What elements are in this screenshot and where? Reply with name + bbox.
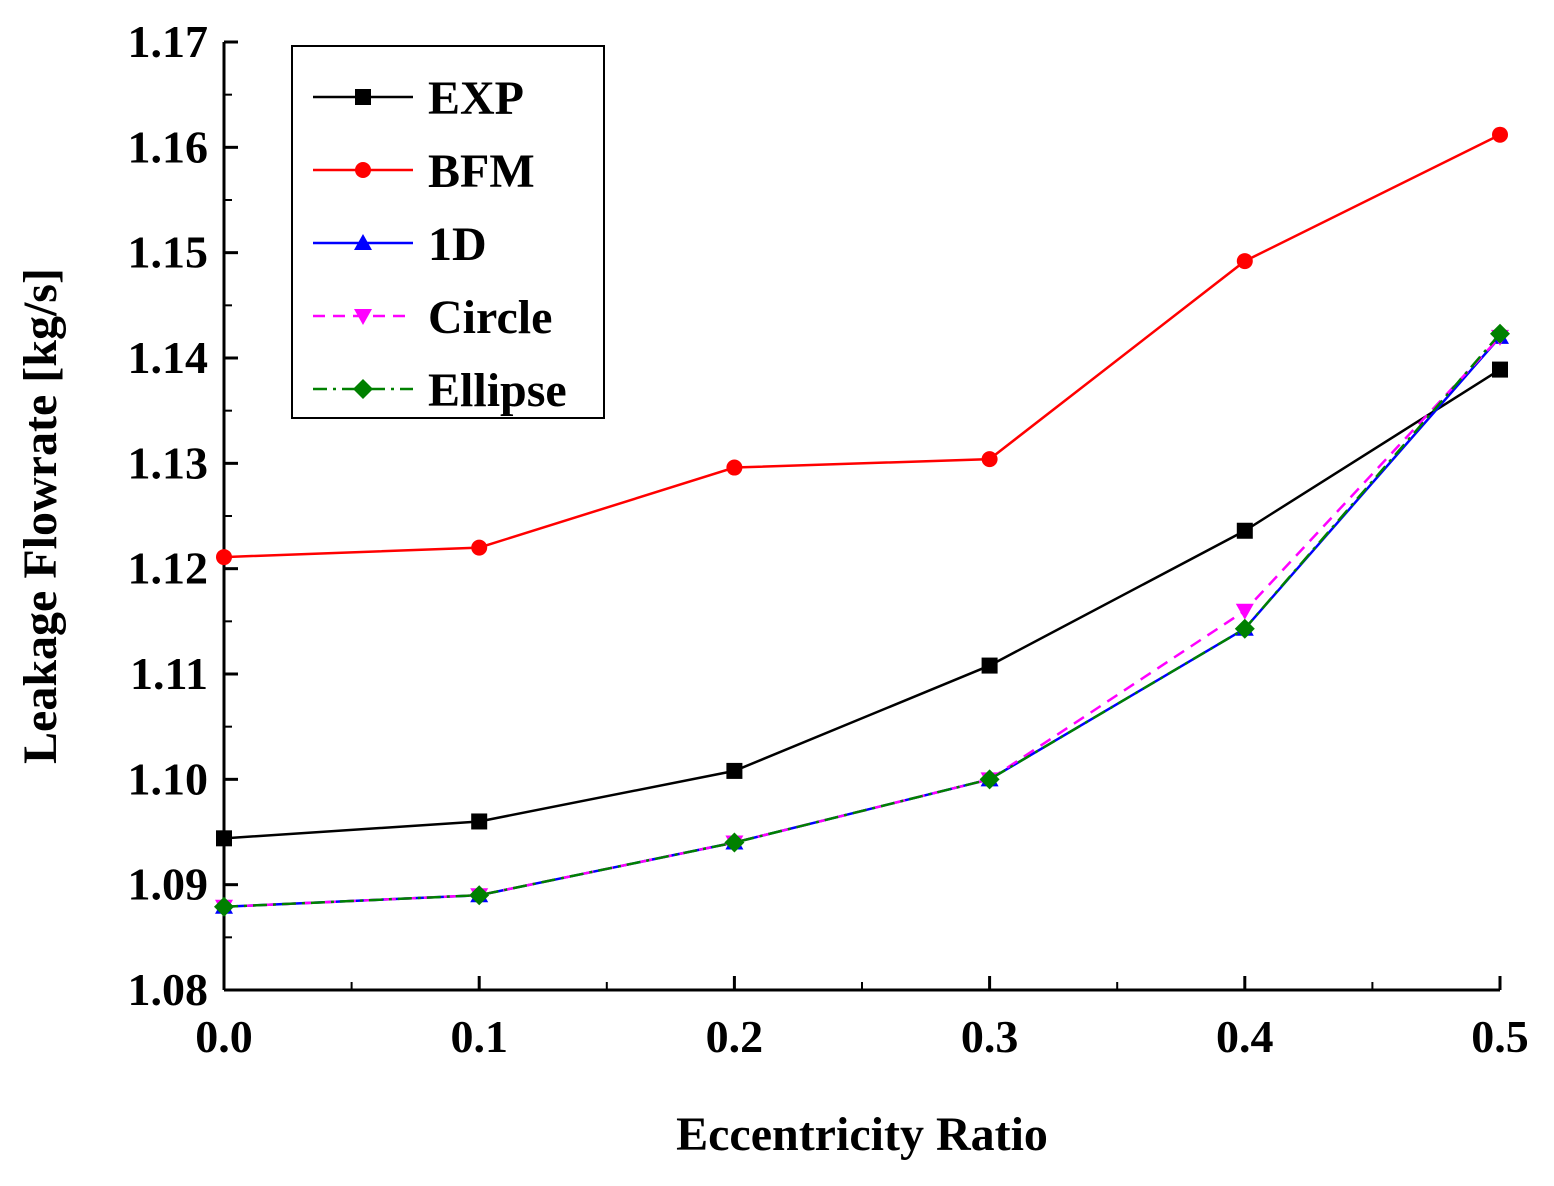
- data-point: [214, 896, 234, 917]
- x-tick-label: 0.4: [1216, 1011, 1274, 1062]
- legend-label: Ellipse: [428, 364, 567, 417]
- data-point: [724, 832, 745, 853]
- data-point: [1492, 126, 1508, 143]
- data-point: [726, 762, 743, 779]
- series-line: [223, 336, 1501, 909]
- series-line: [223, 368, 1501, 840]
- y-tick-label: 1.09: [128, 859, 209, 910]
- data-point: [216, 830, 232, 847]
- data-point: [216, 549, 232, 566]
- x-tick-label: 0.2: [706, 1011, 764, 1062]
- x-tick-label: 0.5: [1471, 1011, 1529, 1062]
- y-tick-label: 1.15: [128, 227, 209, 278]
- legend-marker: [355, 162, 371, 178]
- y-tick-label: 1.12: [128, 543, 209, 594]
- series-ellipse: [214, 323, 1510, 917]
- data-point: [471, 539, 488, 556]
- legend-marker: [353, 379, 373, 399]
- legend-item: BFM: [313, 145, 535, 198]
- series-bfm: [216, 126, 1508, 566]
- y-tick-label: 1.16: [128, 121, 209, 172]
- y-tick-label: 1.14: [128, 332, 209, 383]
- y-tick-label: 1.11: [130, 648, 208, 699]
- data-point: [1236, 253, 1253, 270]
- y-axis-title: Leakage Flowrate [kg/s]: [14, 268, 67, 764]
- series-line: [223, 133, 1501, 559]
- series-line: [223, 332, 1501, 909]
- x-tick-label: 0.1: [450, 1011, 508, 1062]
- legend-label: EXP: [428, 72, 524, 125]
- legend-item: EXP: [313, 72, 524, 125]
- x-tick-label: 0.3: [961, 1011, 1019, 1062]
- legend-box: [291, 45, 605, 419]
- data-point: [469, 885, 490, 906]
- y-tick-label: 1.08: [128, 964, 209, 1015]
- legend-item: Ellipse: [313, 364, 567, 417]
- legend-label: Circle: [428, 291, 552, 344]
- legend-marker: [355, 89, 371, 105]
- legend-marker: [354, 234, 372, 250]
- data-point: [1236, 522, 1253, 539]
- legend-label: BFM: [428, 145, 535, 198]
- x-axis-title: Eccentricity Ratio: [676, 1108, 1048, 1161]
- legend: EXP BFM 1D Circle Ellipse: [291, 45, 605, 419]
- data-point: [1235, 603, 1254, 620]
- data-point: [979, 769, 1000, 790]
- y-tick-label: 1.17: [128, 16, 209, 67]
- data-point: [1492, 361, 1508, 378]
- y-tick-label: 1.13: [128, 437, 209, 488]
- data-point: [1234, 618, 1255, 639]
- legend-marker: [354, 309, 372, 325]
- series-group: [214, 126, 1510, 917]
- x-tick-label: 0.0: [195, 1011, 253, 1062]
- data-point: [1490, 323, 1510, 344]
- legend-item: Circle: [313, 291, 552, 344]
- legend-item: 1D: [313, 218, 487, 271]
- data-point: [471, 813, 488, 830]
- axes: 1.08 1.09 1.10 1.11 1.12 1.13 1.14 1.15 1.16 1.17…: [128, 16, 1529, 1062]
- legend-label: 1D: [428, 218, 487, 271]
- series-line: [223, 336, 1501, 909]
- series-exp: [216, 361, 1508, 847]
- data-point: [981, 657, 998, 674]
- y-tick-label: 1.10: [128, 753, 209, 804]
- data-point: [981, 451, 998, 468]
- data-point: [726, 459, 743, 476]
